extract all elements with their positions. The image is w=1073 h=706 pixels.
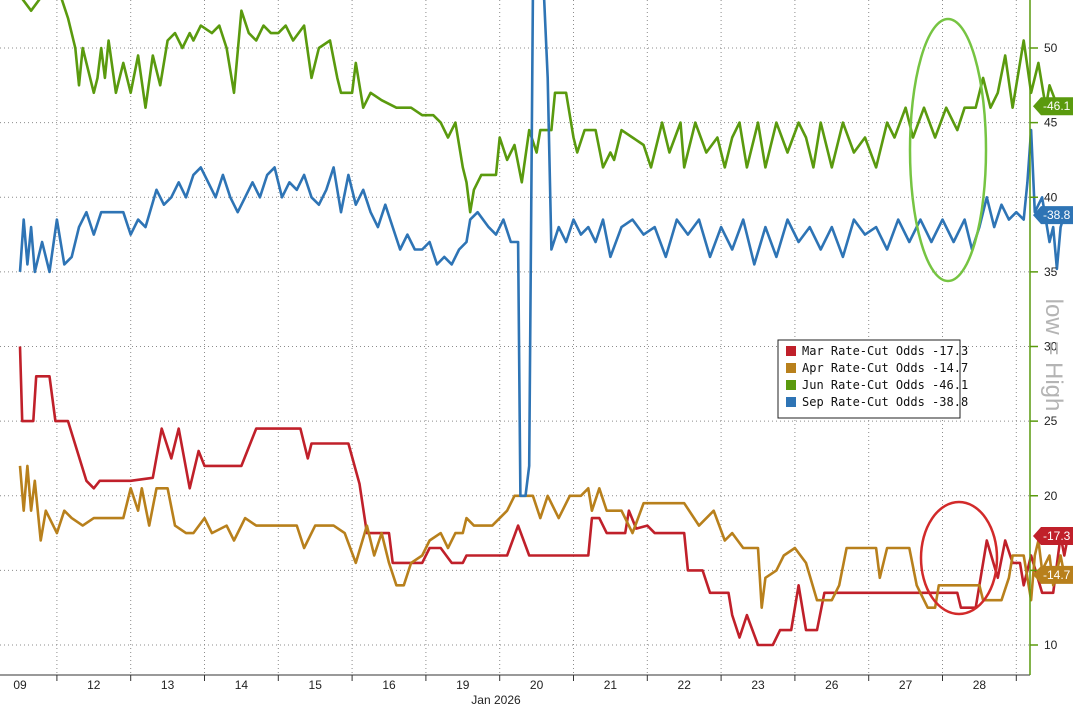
legend-entry: Sep Rate-Cut Odds -38.8 [802, 395, 968, 409]
x-tick-label: 16 [382, 678, 396, 692]
y-tick-label: 50 [1044, 41, 1058, 55]
y-tick-label: 10 [1044, 638, 1058, 652]
x-axis-label: Jan 2026 [471, 693, 521, 706]
legend-swatch [786, 346, 796, 356]
last-value-label: -17.3 [1043, 529, 1071, 543]
series-line-mar [18, 346, 1070, 647]
legend: Mar Rate-Cut Odds -17.3 Apr Rate-Cut Odds… [777, 339, 968, 419]
series-line-sep [18, 0, 1068, 498]
legend-box [777, 339, 961, 419]
last-value-tags: -17.3 -14.7 -46.1 -38.8 [1033, 97, 1073, 584]
legend-swatch [786, 380, 796, 390]
highlight-circle-green [908, 17, 988, 283]
highlight-circles [908, 17, 999, 616]
y-tick-label: 25 [1044, 414, 1058, 428]
gridlines [0, 0, 1030, 675]
last-value-label: -14.7 [1043, 568, 1071, 582]
x-tick-label: 22 [678, 678, 692, 692]
x-tick-label: 19 [456, 678, 470, 692]
series-lines [18, 0, 1070, 647]
x-tick-label: 13 [161, 678, 175, 692]
legend-swatch [786, 397, 796, 407]
y-tick-label: 30 [1044, 340, 1058, 354]
highlight-circle-red [919, 500, 999, 616]
last-value-tag-sep: -38.8 [1033, 206, 1073, 225]
x-tick-label: 26 [825, 678, 839, 692]
x-tick-label: 23 [751, 678, 765, 692]
series-line-jun [21, 0, 1068, 214]
side-annotation: low = High [1040, 299, 1067, 412]
x-tick-label: 12 [87, 678, 101, 692]
last-value-tag-jun: -46.1 [1033, 97, 1073, 116]
axes: 1015202530354045500912131415161920212223… [0, 0, 1058, 692]
legend-swatch [786, 363, 796, 373]
y-tick-label: 35 [1044, 265, 1058, 279]
legend-entry: Mar Rate-Cut Odds -17.3 [802, 344, 968, 358]
legend-entry: Jun Rate-Cut Odds -46.1 [802, 378, 968, 392]
x-tick-label: 14 [235, 678, 249, 692]
x-tick-label: 20 [530, 678, 544, 692]
last-value-tag-apr: -14.7 [1033, 565, 1073, 584]
x-tick-label: 09 [13, 678, 27, 692]
x-tick-label: 15 [309, 678, 323, 692]
y-tick-label: 45 [1044, 116, 1058, 130]
x-tick-label: 28 [973, 678, 987, 692]
last-value-tag-mar: -17.3 [1033, 527, 1073, 546]
last-value-label: -46.1 [1043, 99, 1071, 113]
x-tick-label: 27 [899, 678, 913, 692]
y-tick-label: 40 [1044, 190, 1058, 204]
legend-entry: Apr Rate-Cut Odds -14.7 [802, 361, 968, 375]
x-tick-label: 21 [604, 678, 618, 692]
last-value-label: -38.8 [1043, 208, 1071, 222]
series-line-apr [18, 464, 1068, 610]
y-tick-label: 20 [1044, 489, 1058, 503]
